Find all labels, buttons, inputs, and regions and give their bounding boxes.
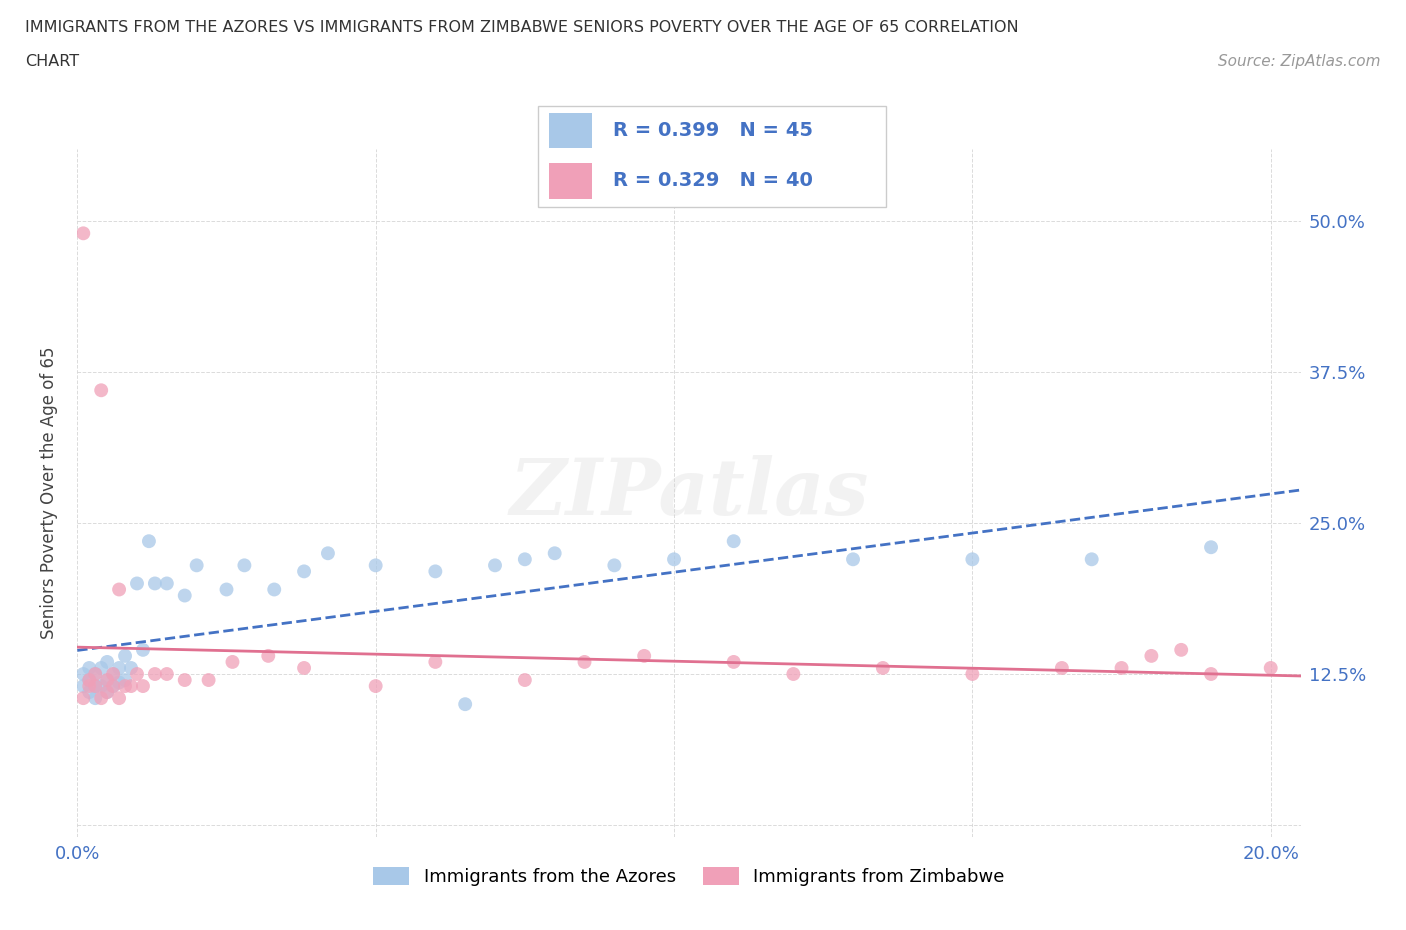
Point <box>114 672 136 687</box>
Point <box>96 655 118 670</box>
Point <box>72 226 94 241</box>
Point <box>72 679 94 694</box>
Point <box>132 679 155 694</box>
Point <box>263 582 285 597</box>
Point <box>1260 660 1282 675</box>
Point <box>125 576 148 591</box>
Point <box>292 660 315 675</box>
Point <box>173 588 195 603</box>
Point <box>120 660 142 675</box>
Point <box>662 551 685 566</box>
Point <box>173 672 195 687</box>
Point <box>138 534 160 549</box>
Point <box>723 534 745 549</box>
Bar <box>548 113 592 148</box>
Point <box>233 558 256 573</box>
Point <box>77 672 100 687</box>
Text: Source: ZipAtlas.com: Source: ZipAtlas.com <box>1218 54 1381 69</box>
Point <box>143 667 166 682</box>
Point <box>125 667 148 682</box>
Point <box>143 576 166 591</box>
Point <box>96 672 118 687</box>
Point <box>84 667 107 682</box>
Point <box>101 667 124 682</box>
Point <box>96 684 118 699</box>
Point <box>292 564 315 578</box>
Point <box>114 648 136 663</box>
FancyBboxPatch shape <box>538 105 886 207</box>
Point <box>84 691 107 706</box>
Point <box>425 564 447 578</box>
Point <box>364 679 387 694</box>
Point <box>108 691 131 706</box>
Point <box>723 655 745 670</box>
Point <box>215 582 238 597</box>
Point <box>574 655 596 670</box>
Bar <box>548 164 592 199</box>
Point <box>108 660 131 675</box>
Point <box>90 660 112 675</box>
Point <box>77 679 100 694</box>
Point <box>84 679 107 694</box>
Point <box>120 679 142 694</box>
Point <box>484 558 506 573</box>
Point <box>633 648 655 663</box>
Point <box>90 383 112 398</box>
Point <box>156 667 179 682</box>
Text: R = 0.329   N = 40: R = 0.329 N = 40 <box>613 171 813 191</box>
Y-axis label: Seniors Poverty Over the Age of 65: Seniors Poverty Over the Age of 65 <box>39 347 58 639</box>
Point <box>108 582 131 597</box>
Point <box>1140 648 1163 663</box>
Point <box>513 551 536 566</box>
Point <box>962 551 984 566</box>
Point <box>316 546 339 561</box>
Point <box>77 672 100 687</box>
Point <box>108 675 131 690</box>
Point <box>1080 551 1102 566</box>
Point <box>1170 643 1192 658</box>
Point <box>197 672 219 687</box>
Point <box>101 679 124 694</box>
Point <box>101 679 124 694</box>
Point <box>842 551 865 566</box>
Point <box>72 667 94 682</box>
Legend: Immigrants from the Azores, Immigrants from Zimbabwe: Immigrants from the Azores, Immigrants f… <box>366 859 1012 894</box>
Point <box>114 679 136 694</box>
Text: IMMIGRANTS FROM THE AZORES VS IMMIGRANTS FROM ZIMBABWE SENIORS POVERTY OVER THE : IMMIGRANTS FROM THE AZORES VS IMMIGRANTS… <box>25 20 1019 35</box>
Point <box>782 667 804 682</box>
Point <box>84 679 107 694</box>
Point <box>186 558 208 573</box>
Point <box>603 558 626 573</box>
Point <box>77 660 100 675</box>
Point <box>454 697 477 711</box>
Point <box>156 576 179 591</box>
Point <box>90 679 112 694</box>
Point <box>257 648 280 663</box>
Point <box>84 667 107 682</box>
Text: ZIPatlas: ZIPatlas <box>509 455 869 531</box>
Point <box>96 672 118 687</box>
Point <box>77 684 100 699</box>
Point <box>72 691 94 706</box>
Text: R = 0.399   N = 45: R = 0.399 N = 45 <box>613 121 813 140</box>
Point <box>1050 660 1073 675</box>
Point <box>101 667 124 682</box>
Point <box>544 546 567 561</box>
Point <box>872 660 894 675</box>
Point <box>425 655 447 670</box>
Point <box>1199 667 1222 682</box>
Point <box>132 643 155 658</box>
Point <box>962 667 984 682</box>
Point <box>364 558 387 573</box>
Point <box>1199 539 1222 554</box>
Point <box>90 691 112 706</box>
Point <box>513 672 536 687</box>
Point <box>96 684 118 699</box>
Point <box>221 655 243 670</box>
Point <box>1111 660 1133 675</box>
Text: CHART: CHART <box>25 54 79 69</box>
